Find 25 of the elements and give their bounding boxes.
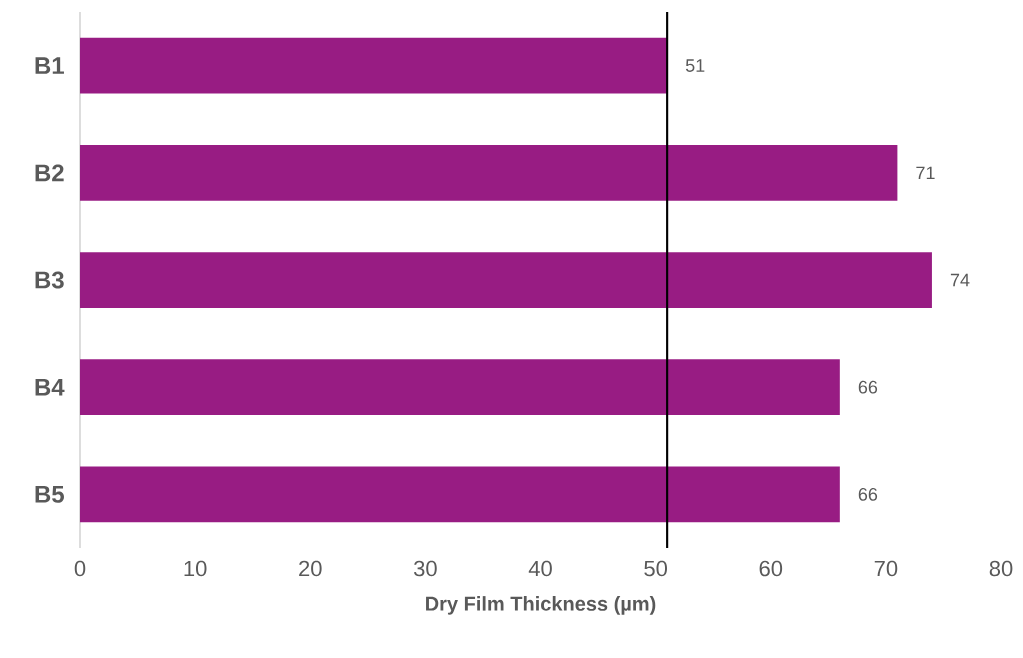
x-tick-label: 60	[759, 560, 783, 577]
y-tick-label: B1	[35, 57, 64, 74]
data-label: 66	[858, 488, 878, 501]
y-tick-label: B4	[35, 378, 65, 396]
data-label: 66	[858, 380, 878, 394]
data-label: 51	[685, 59, 705, 72]
x-tick-label: 40	[528, 560, 552, 577]
x-tick-label: 0	[74, 560, 86, 577]
y-tick-label: B5	[35, 486, 64, 503]
x-tick-label: 70	[874, 560, 898, 577]
bar	[80, 359, 840, 416]
y-tick-label: B3	[35, 271, 64, 289]
data-label: 74	[950, 273, 970, 287]
x-tick-label: 50	[644, 560, 667, 577]
x-axis-title: Dry Film Thickness (µm)	[426, 596, 656, 615]
x-tick-label: 20	[299, 560, 322, 577]
y-tick-label: B2	[35, 164, 64, 182]
data-label: 71	[916, 166, 935, 179]
bar	[80, 37, 668, 94]
x-tick-label: 80	[989, 560, 1013, 577]
x-tick-label: 10	[184, 560, 207, 577]
bar	[80, 252, 932, 308]
x-tick-label: 30	[413, 560, 437, 577]
bar	[80, 466, 840, 523]
bar	[80, 144, 898, 201]
